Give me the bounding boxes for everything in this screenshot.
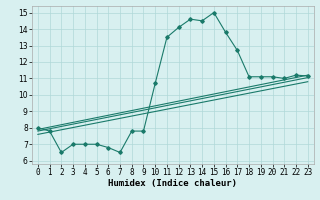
X-axis label: Humidex (Indice chaleur): Humidex (Indice chaleur) [108,179,237,188]
